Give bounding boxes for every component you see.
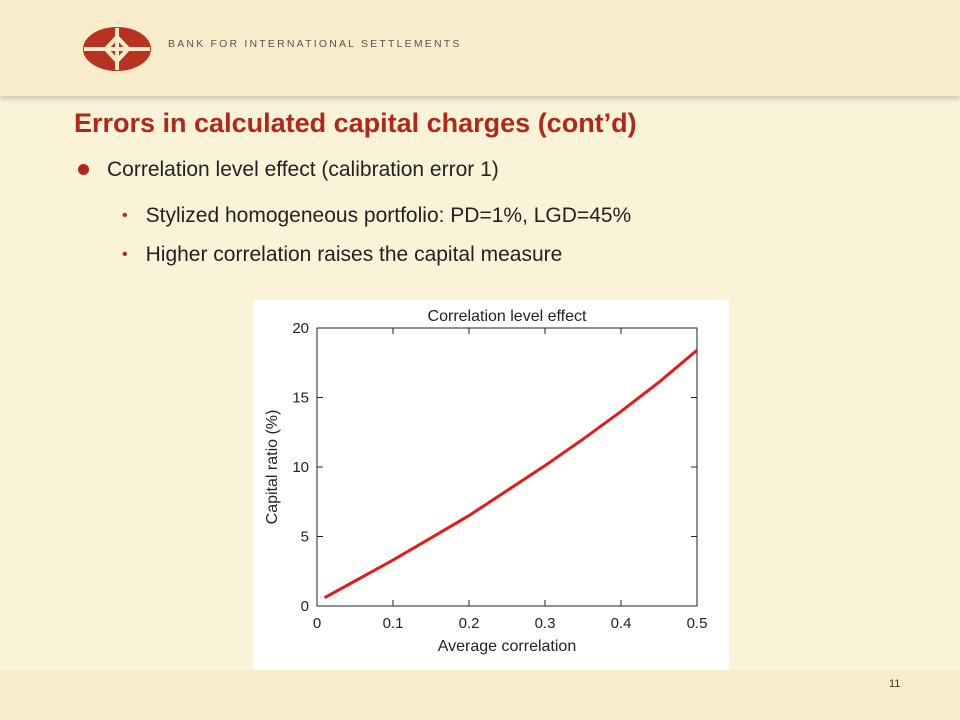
y-tick-label: 15 xyxy=(292,390,309,407)
x-tick-label: 0.1 xyxy=(383,615,404,632)
y-tick-label: 0 xyxy=(301,598,309,615)
subbullet-text: Higher correlation raises the capital me… xyxy=(145,243,563,266)
y-axis-label: Capital ratio (%) xyxy=(264,410,281,525)
x-tick-label: 0.5 xyxy=(687,615,708,632)
y-tick-label: 10 xyxy=(292,459,309,476)
x-tick-label: 0.3 xyxy=(535,615,556,632)
subbullet-text: Stylized homogeneous portfolio: PD=1%, L… xyxy=(145,204,632,227)
x-tick-label: 0.4 xyxy=(611,615,632,632)
footer-band xyxy=(0,670,960,720)
series-line xyxy=(323,349,698,600)
line-chart: Correlation level effect Average correla… xyxy=(264,308,708,655)
bullet-item: Correlation level effect (calibration er… xyxy=(78,158,499,182)
subbullet-dot-icon: • xyxy=(122,246,128,263)
header-band: BANK FOR INTERNATIONAL SETTLEMENTS xyxy=(0,0,960,96)
subbullet-dot-icon: • xyxy=(122,207,128,224)
chart-title: Correlation level effect xyxy=(428,308,587,325)
x-tick-label: 0.2 xyxy=(459,615,480,632)
bullet-dot-icon xyxy=(78,164,89,176)
subbullet-item: • Higher correlation raises the capital m… xyxy=(122,243,562,267)
chart-container: Correlation level effect Average correla… xyxy=(253,300,729,670)
page-number: 11 xyxy=(889,678,901,690)
x-tick-label: 0 xyxy=(313,615,321,632)
bis-logo-icon xyxy=(83,27,151,71)
slide-title: Errors in calculated capital charges (co… xyxy=(74,108,637,138)
plot-frame xyxy=(316,327,698,607)
x-axis-label: Average correlation xyxy=(438,638,576,655)
subbullet-item: • Stylized homogeneous portfolio: PD=1%, … xyxy=(122,204,631,228)
org-name: BANK FOR INTERNATIONAL SETTLEMENTS xyxy=(168,38,462,50)
y-tick-label: 20 xyxy=(292,320,309,337)
y-tick-label: 5 xyxy=(301,529,309,546)
bullet-text: Correlation level effect (calibration er… xyxy=(107,158,499,181)
